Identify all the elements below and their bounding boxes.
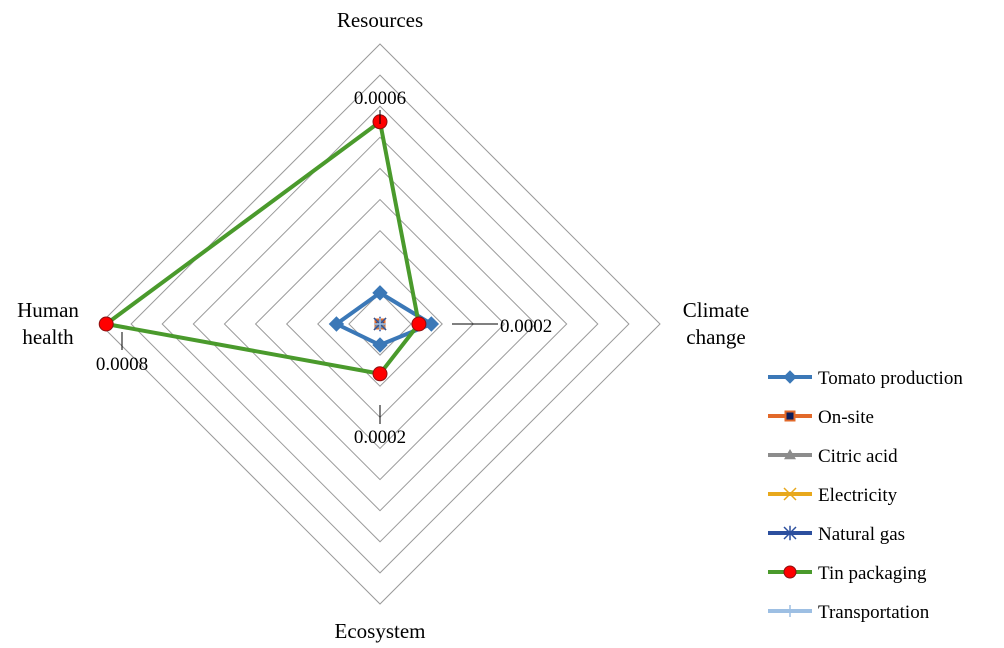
grid-ring bbox=[223, 167, 537, 481]
series-line bbox=[104, 119, 421, 376]
radar-grid bbox=[99, 43, 661, 605]
legend-label: Natural gas bbox=[818, 524, 905, 545]
data-point bbox=[372, 337, 388, 353]
legend-label: Tomato production bbox=[818, 368, 963, 389]
data-point bbox=[372, 366, 388, 382]
data-point bbox=[374, 318, 386, 330]
legend-item-citric-acid: Citric acid bbox=[768, 446, 898, 467]
legend-marker bbox=[784, 449, 796, 460]
legend-label: Citric acid bbox=[818, 446, 898, 467]
legend-item-natural-gas: Natural gas bbox=[768, 524, 905, 545]
legend: Tomato production On-site Citric acid Elect… bbox=[768, 368, 963, 623]
data-label: 0.0006 bbox=[354, 88, 406, 109]
data-point bbox=[328, 316, 345, 332]
legend-item-on-site: On-site bbox=[768, 407, 874, 428]
legend-item-tomato-production: Tomato production bbox=[768, 368, 963, 389]
grid-ring bbox=[348, 292, 412, 356]
data-label: 0.0002 bbox=[354, 427, 406, 448]
legend-label: Tin packaging bbox=[818, 563, 927, 584]
grid-ring bbox=[317, 261, 443, 387]
legend-item-transportation: Transportation bbox=[768, 602, 930, 623]
data-label: 0.0008 bbox=[96, 354, 148, 375]
legend-marker bbox=[783, 525, 797, 541]
legend-marker bbox=[783, 565, 797, 579]
legend-marker bbox=[783, 370, 797, 384]
legend-marker bbox=[784, 605, 796, 617]
legend-label: On-site bbox=[818, 407, 874, 428]
legend-marker bbox=[783, 487, 797, 501]
axis-label: Resources bbox=[337, 8, 423, 32]
axis-label: health bbox=[22, 325, 74, 349]
data-point bbox=[423, 316, 440, 332]
grid-ring bbox=[130, 74, 630, 574]
grid-ring bbox=[161, 105, 599, 543]
series-tin-packaging bbox=[98, 114, 427, 382]
data-point bbox=[98, 316, 114, 332]
data-label: 0.0002 bbox=[500, 316, 552, 337]
axis-label: change bbox=[686, 325, 745, 349]
legend-label: Electricity bbox=[818, 485, 898, 506]
data-point bbox=[372, 285, 388, 301]
axis-label: Human bbox=[17, 298, 79, 322]
series-tomato-production bbox=[328, 285, 440, 353]
grid-ring bbox=[254, 198, 506, 450]
legend-marker bbox=[784, 410, 796, 422]
legend-label: Transportation bbox=[818, 602, 930, 623]
grid-ring bbox=[192, 136, 568, 512]
data-point bbox=[411, 316, 427, 332]
series-transportation bbox=[374, 318, 386, 330]
grid-ring bbox=[99, 43, 661, 605]
radar-series bbox=[98, 114, 440, 382]
axis-label: Ecosystem bbox=[335, 619, 426, 643]
radar-labels: Resources Climate change Ecosystem Human heal… bbox=[17, 8, 749, 643]
legend-item-electricity: Electricity bbox=[768, 485, 898, 506]
axis-label: Climate bbox=[683, 298, 750, 322]
legend-item-tin-packaging: Tin packaging bbox=[768, 563, 927, 584]
